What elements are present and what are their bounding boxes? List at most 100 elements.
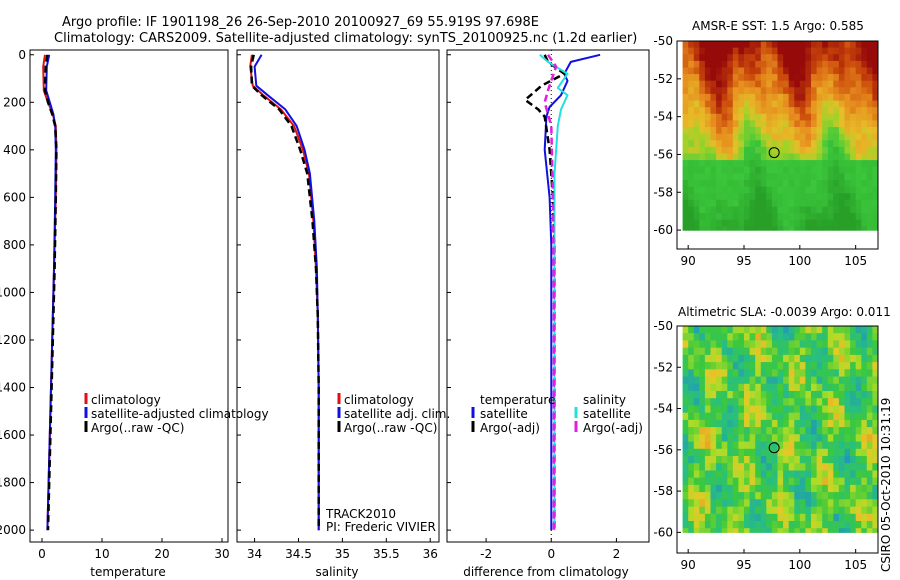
map-cell [710,146,717,155]
map-cell [794,513,801,522]
map-cell [749,87,756,95]
map-cell [749,120,756,128]
map-cell [777,127,784,135]
map-cell [688,100,695,108]
map-cell [822,219,829,227]
map-cell [822,333,829,341]
map-cell [682,405,689,414]
map-cell [866,193,873,201]
map-cell [682,506,689,515]
pi-annotation: PI: Frederic VIVIER [326,520,436,534]
map-cell [844,153,851,161]
map-cell [738,340,745,349]
map-cell [844,226,851,231]
map-cell [721,412,728,421]
map-cell [822,340,829,349]
map-cell [755,513,762,522]
map-cell [771,463,779,471]
map-cell [688,521,695,529]
map-cell [844,193,851,201]
map-cell [788,369,795,378]
map-cell [811,213,818,221]
map-cell [855,100,862,108]
map-cell [822,74,829,82]
map-cell [783,376,790,385]
map-cell [716,513,723,522]
map-cell [738,113,745,121]
map-cell [755,146,762,155]
map-cell [827,186,834,194]
map-cell [766,219,773,227]
map-cell [844,180,851,188]
map-cell [704,340,712,349]
map-cell [749,383,756,392]
y-tick-label: 800 [3,238,26,252]
map-cell [855,41,862,49]
map-cell [783,492,790,500]
map-cell [732,528,739,533]
map-cell [850,120,857,128]
map-cell [727,354,734,363]
map-cell [704,127,712,135]
map-cell [721,60,728,69]
map-cell [732,362,739,370]
map-cell [699,173,706,181]
map-cell [766,398,773,406]
map-cell [799,521,806,529]
map-cell [704,441,712,450]
x-tick-label: 35 [335,547,350,561]
map-cell [850,100,857,108]
map-cell [850,412,857,421]
map-cell [783,54,790,62]
map-cell [855,153,862,161]
map-cell [704,67,712,75]
map-cell [850,186,857,194]
map-cell [827,391,834,399]
map-cell [732,140,739,148]
map-cell [822,398,829,406]
map-cell [760,412,767,421]
map-cell [699,60,706,69]
map-cell [744,499,751,508]
map-cell [861,528,868,533]
map-cell [783,213,790,221]
map-cell [844,54,851,62]
map-cell [688,160,695,168]
map-cell [721,521,728,529]
map-cell [744,206,751,214]
map-cell [771,412,779,421]
map-cell [749,456,756,464]
map-cell [755,477,762,486]
map-cell [710,100,717,108]
map-cell [816,434,823,443]
map-cell [794,362,801,370]
map-cell [688,354,695,363]
map-cell [688,499,695,508]
map-cell [777,133,784,141]
map-cell [816,376,823,385]
map-cell [844,340,851,349]
map-cell [816,193,823,201]
map-cell [699,456,706,464]
map-cell [699,153,706,161]
map-cell [693,441,700,450]
map-cell [727,419,734,428]
map-cell [760,186,767,194]
map-cell [760,180,767,188]
map-cell [855,412,862,421]
map-cell [850,391,857,399]
map-cell [855,199,862,207]
map-cell [866,219,873,227]
map-cell [833,127,840,135]
map-cell [699,100,706,108]
map-cell [738,369,745,378]
map-cell [811,146,818,155]
map-cell [861,54,868,62]
map-cell [866,160,873,168]
map-cell [866,54,873,62]
map-cell [699,362,706,370]
map-cell [827,383,834,392]
map-cell [816,180,823,188]
map-cell [760,419,767,428]
map-cell [783,160,790,168]
